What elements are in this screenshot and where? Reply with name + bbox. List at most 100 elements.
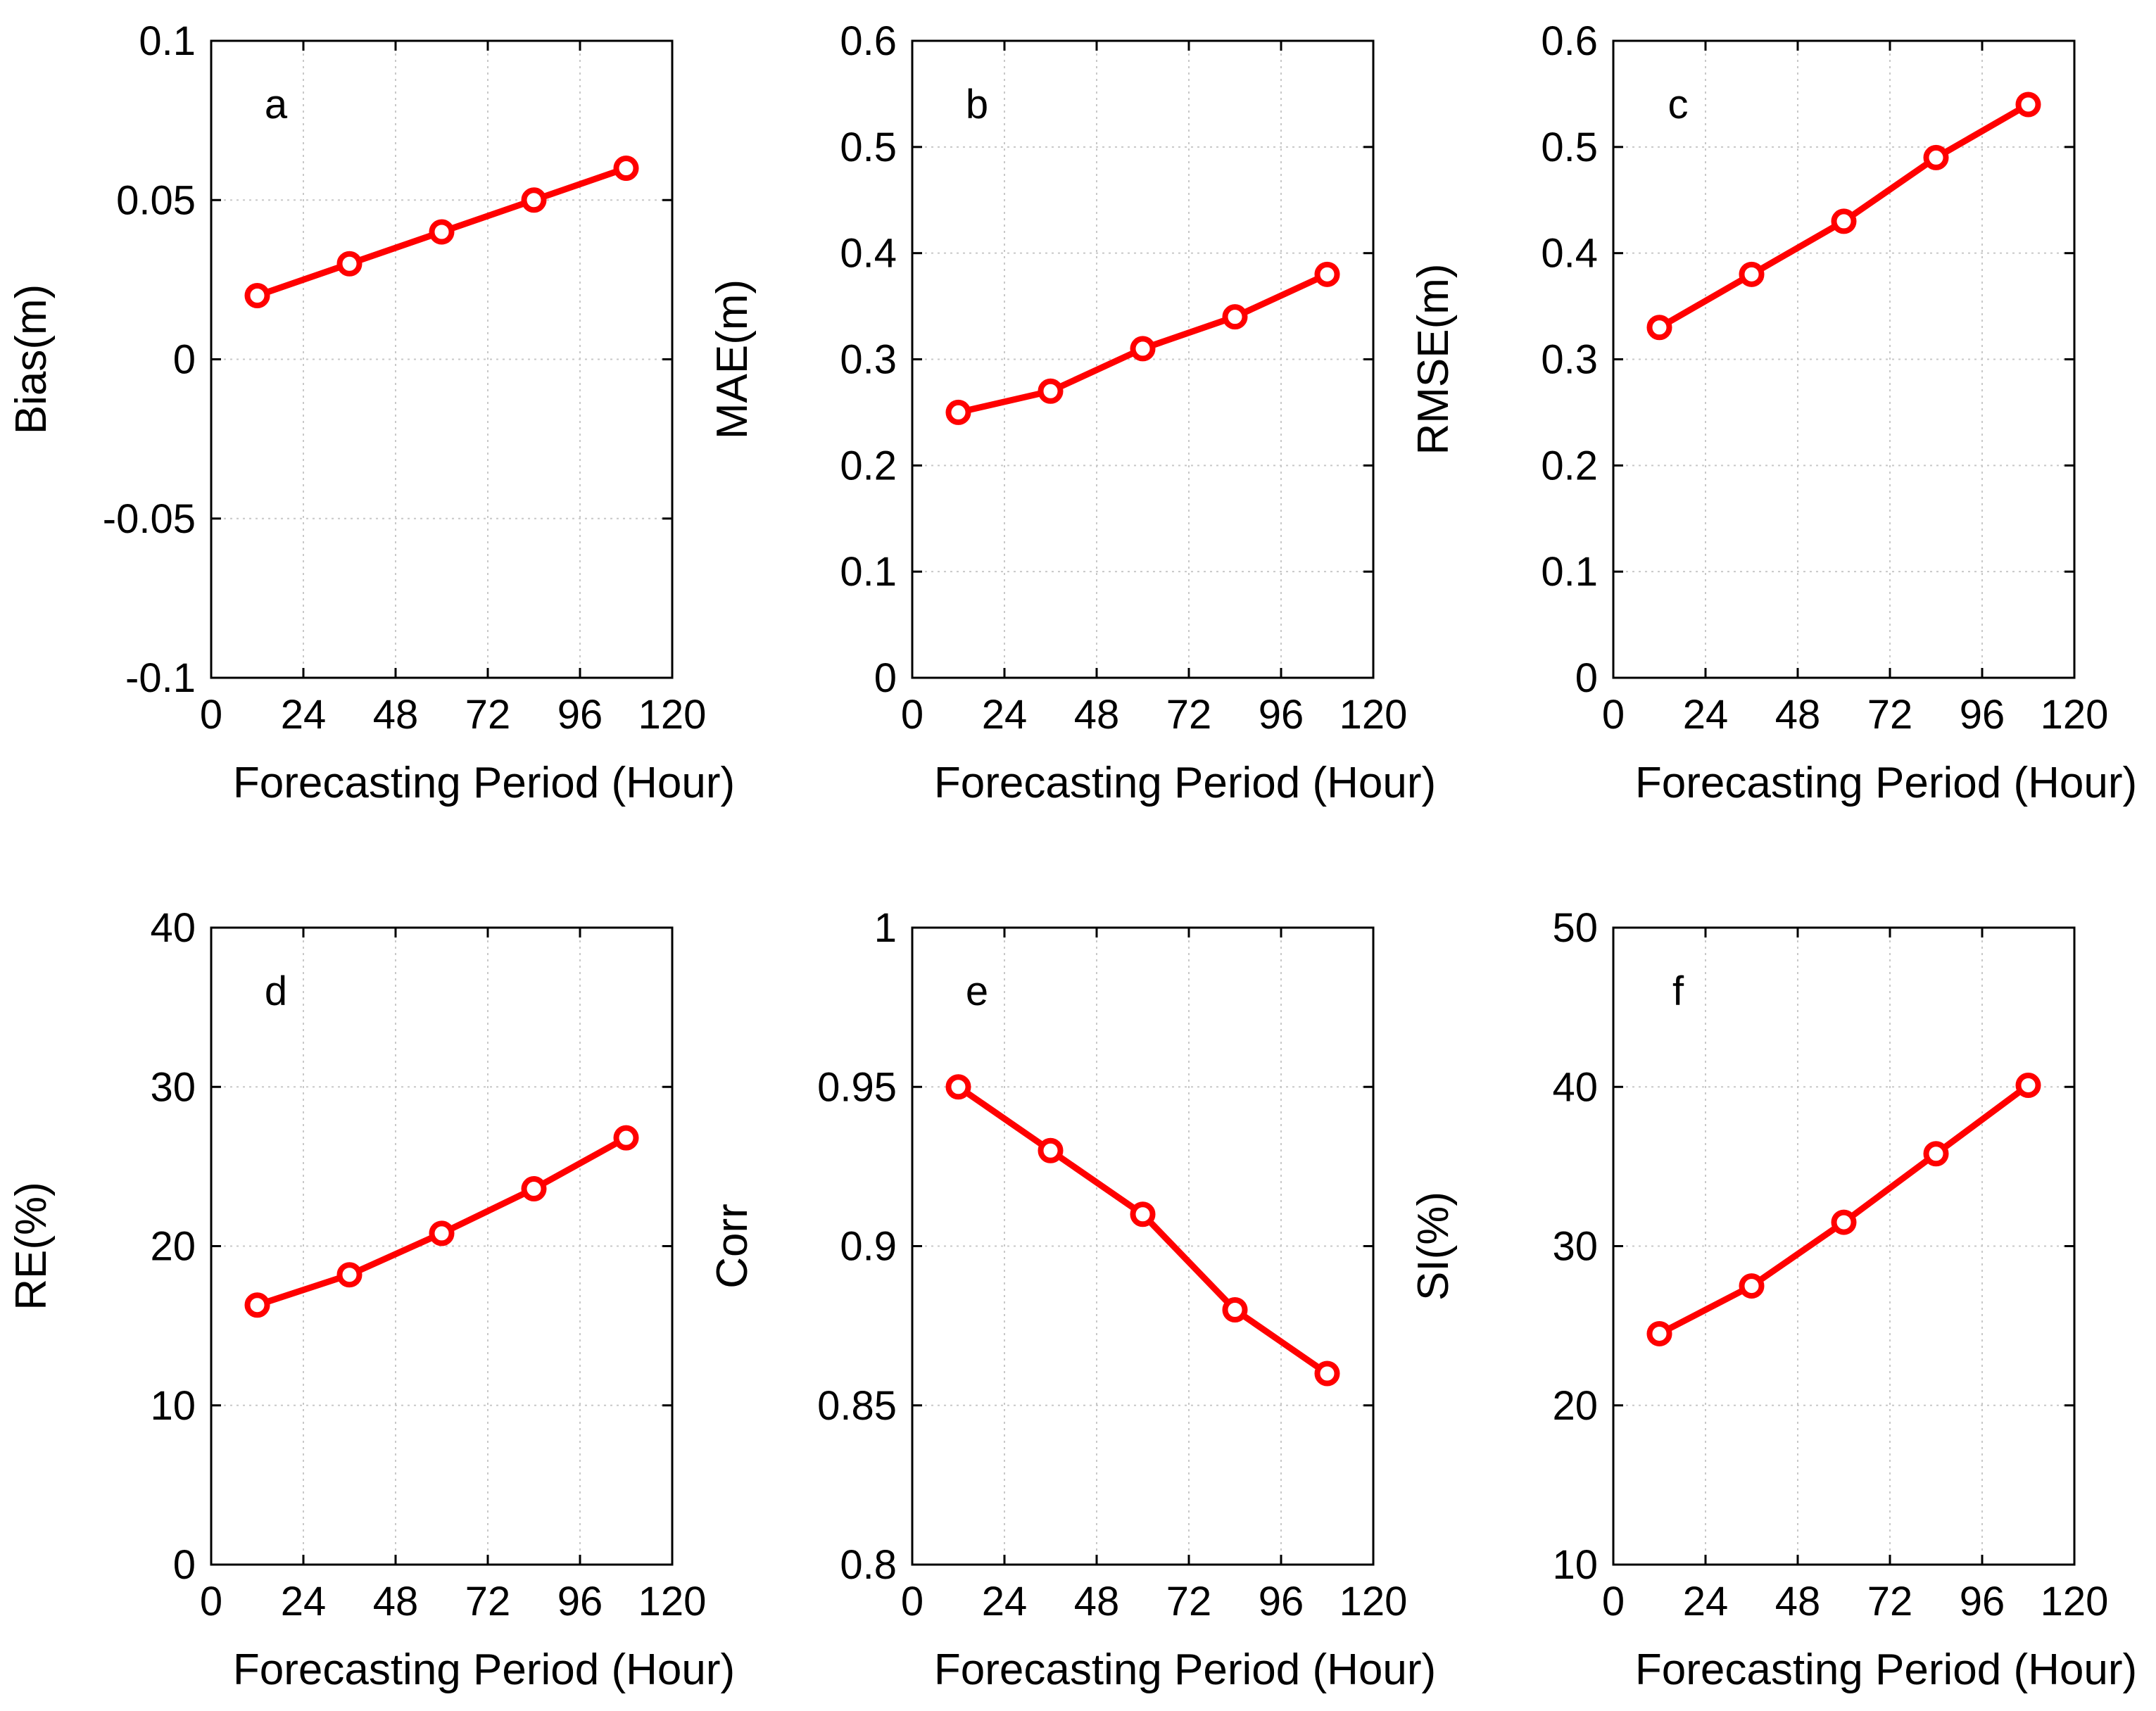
panel-letter: b xyxy=(966,82,988,127)
x-tick-label: 48 xyxy=(1074,1579,1120,1624)
data-point-4 xyxy=(521,1176,547,1202)
data-point-2 xyxy=(1038,1137,1064,1163)
x-tick-label: 72 xyxy=(1166,692,1212,738)
data-point-1 xyxy=(1646,1320,1672,1346)
data-point-3 xyxy=(1831,1209,1857,1235)
x-axis-label: Forecasting Period (Hour) xyxy=(1635,759,2137,807)
y-axis-label: Corr xyxy=(708,1204,757,1289)
x-axis-label: Forecasting Period (Hour) xyxy=(233,1646,735,1694)
x-tick-label: 96 xyxy=(1259,1579,1304,1624)
plot-area xyxy=(1613,928,2074,1565)
plot-area xyxy=(1613,41,2074,678)
plot-area xyxy=(211,41,672,678)
data-point-1 xyxy=(1646,315,1672,341)
axes-frame xyxy=(210,39,674,679)
x-tick-label: 120 xyxy=(638,692,707,738)
y-tick-label: 40 xyxy=(150,905,196,951)
axes-frame xyxy=(1612,926,2076,1566)
panel-d: 0 24 48 72 96 120 0 10 20 30 40 d Forecasting Period… xyxy=(7,905,735,1694)
data-point-4 xyxy=(1222,1297,1248,1322)
x-tick-label: 72 xyxy=(465,1579,511,1624)
axes-frame xyxy=(911,926,1375,1566)
y-tick-label: 50 xyxy=(1552,905,1598,951)
panel-letter: e xyxy=(966,968,988,1014)
x-tick-label: 96 xyxy=(1259,692,1304,738)
y-axis-label: SI(%) xyxy=(1409,1192,1458,1301)
y-tick-label: 0.5 xyxy=(840,125,897,170)
data-point-5 xyxy=(613,156,639,181)
y-tick-label: 0 xyxy=(874,655,897,701)
plot-area xyxy=(211,928,672,1565)
data-point-4 xyxy=(1923,144,1949,170)
panel-c: 0 24 48 72 96 120 0 0.1 0.2 0.3 0.4 0.5 0.6 c Forecast… xyxy=(1409,18,2137,807)
data-point-2 xyxy=(1739,261,1765,287)
x-axis-label: Forecasting Period (Hour) xyxy=(934,759,1436,807)
y-tick-label: 20 xyxy=(1552,1383,1598,1429)
data-point-5 xyxy=(2015,91,2041,118)
y-tick-label: 0.8 xyxy=(840,1542,897,1588)
x-tick-label: 96 xyxy=(1960,1579,2005,1624)
data-point-3 xyxy=(429,219,455,245)
y-axis-label: Bias(m) xyxy=(7,284,56,435)
data-point-5 xyxy=(1314,261,1340,287)
data-point-3 xyxy=(1130,1201,1156,1227)
data-point-4 xyxy=(1222,304,1248,330)
y-tick-label: 0 xyxy=(173,1542,196,1588)
x-tick-label: 0 xyxy=(1602,1579,1625,1624)
plot-area xyxy=(912,928,1373,1565)
y-tick-label: 0.6 xyxy=(1541,18,1598,64)
x-tick-label: 120 xyxy=(2041,692,2109,738)
y-tick-label: 0.5 xyxy=(1541,125,1598,170)
x-tick-label: 0 xyxy=(901,1579,923,1624)
x-tick-label: 0 xyxy=(200,1579,222,1624)
x-tick-label: 48 xyxy=(373,692,419,738)
x-tick-label: 72 xyxy=(1166,1579,1212,1624)
y-tick-label: 0 xyxy=(1575,655,1598,701)
panel-f: 0 24 48 72 96 120 10 20 30 40 50 f Forecasting Perio… xyxy=(1409,905,2137,1694)
x-tick-label: 24 xyxy=(1683,1579,1729,1624)
y-tick-label: 0.85 xyxy=(817,1383,897,1429)
x-tick-label: 24 xyxy=(281,1579,327,1624)
data-point-3 xyxy=(429,1220,455,1246)
x-tick-label: 120 xyxy=(638,1579,707,1624)
x-tick-label: 72 xyxy=(1867,1579,1913,1624)
data-point-3 xyxy=(1831,208,1857,234)
y-tick-label: 30 xyxy=(150,1064,196,1110)
y-tick-label: 0.4 xyxy=(840,231,897,277)
y-tick-label: 0.1 xyxy=(840,549,897,595)
data-point-2 xyxy=(1038,378,1064,404)
y-tick-label: 30 xyxy=(1552,1224,1598,1270)
y-axis-label: MAE(m) xyxy=(708,279,757,439)
panel-a: 0 24 48 72 96 120 -0.1 -0.05 0 0.05 0.1 a Forecastin… xyxy=(7,18,735,807)
x-tick-label: 96 xyxy=(557,1579,603,1624)
y-tick-label: 0.6 xyxy=(840,18,897,64)
x-tick-label: 96 xyxy=(1960,692,2005,738)
panel-e: 0 24 48 72 96 120 0.8 0.85 0.9 0.95 1 e Forecasting … xyxy=(708,905,1436,1694)
x-axis-label: Forecasting Period (Hour) xyxy=(1635,1646,2137,1694)
y-tick-label: 1 xyxy=(874,905,897,951)
x-axis-label: Forecasting Period (Hour) xyxy=(934,1646,1436,1694)
panel-letter: f xyxy=(1672,968,1684,1014)
x-tick-label: 48 xyxy=(1775,1579,1821,1624)
data-point-1 xyxy=(244,1292,270,1318)
x-tick-label: 0 xyxy=(200,692,222,738)
y-tick-label: 10 xyxy=(1552,1542,1598,1588)
y-tick-label: 0.4 xyxy=(1541,231,1598,277)
data-point-2 xyxy=(336,251,363,277)
y-tick-label: 20 xyxy=(150,1224,196,1270)
data-point-1 xyxy=(945,1074,971,1100)
y-tick-label: 0.2 xyxy=(840,443,897,488)
x-tick-label: 72 xyxy=(465,692,511,738)
y-axis-label: RMSE(m) xyxy=(1409,263,1458,455)
axes-frame xyxy=(1612,39,2076,679)
y-tick-label: 0.2 xyxy=(1541,443,1598,488)
data-point-2 xyxy=(336,1262,363,1288)
axes-frame xyxy=(210,926,674,1566)
y-tick-label: 0.1 xyxy=(139,18,196,64)
y-tick-label: 0.1 xyxy=(1541,549,1598,595)
x-tick-label: 120 xyxy=(2041,1579,2109,1624)
x-tick-label: 24 xyxy=(982,1579,1028,1624)
x-tick-label: 24 xyxy=(281,692,327,738)
x-tick-label: 48 xyxy=(1074,692,1120,738)
